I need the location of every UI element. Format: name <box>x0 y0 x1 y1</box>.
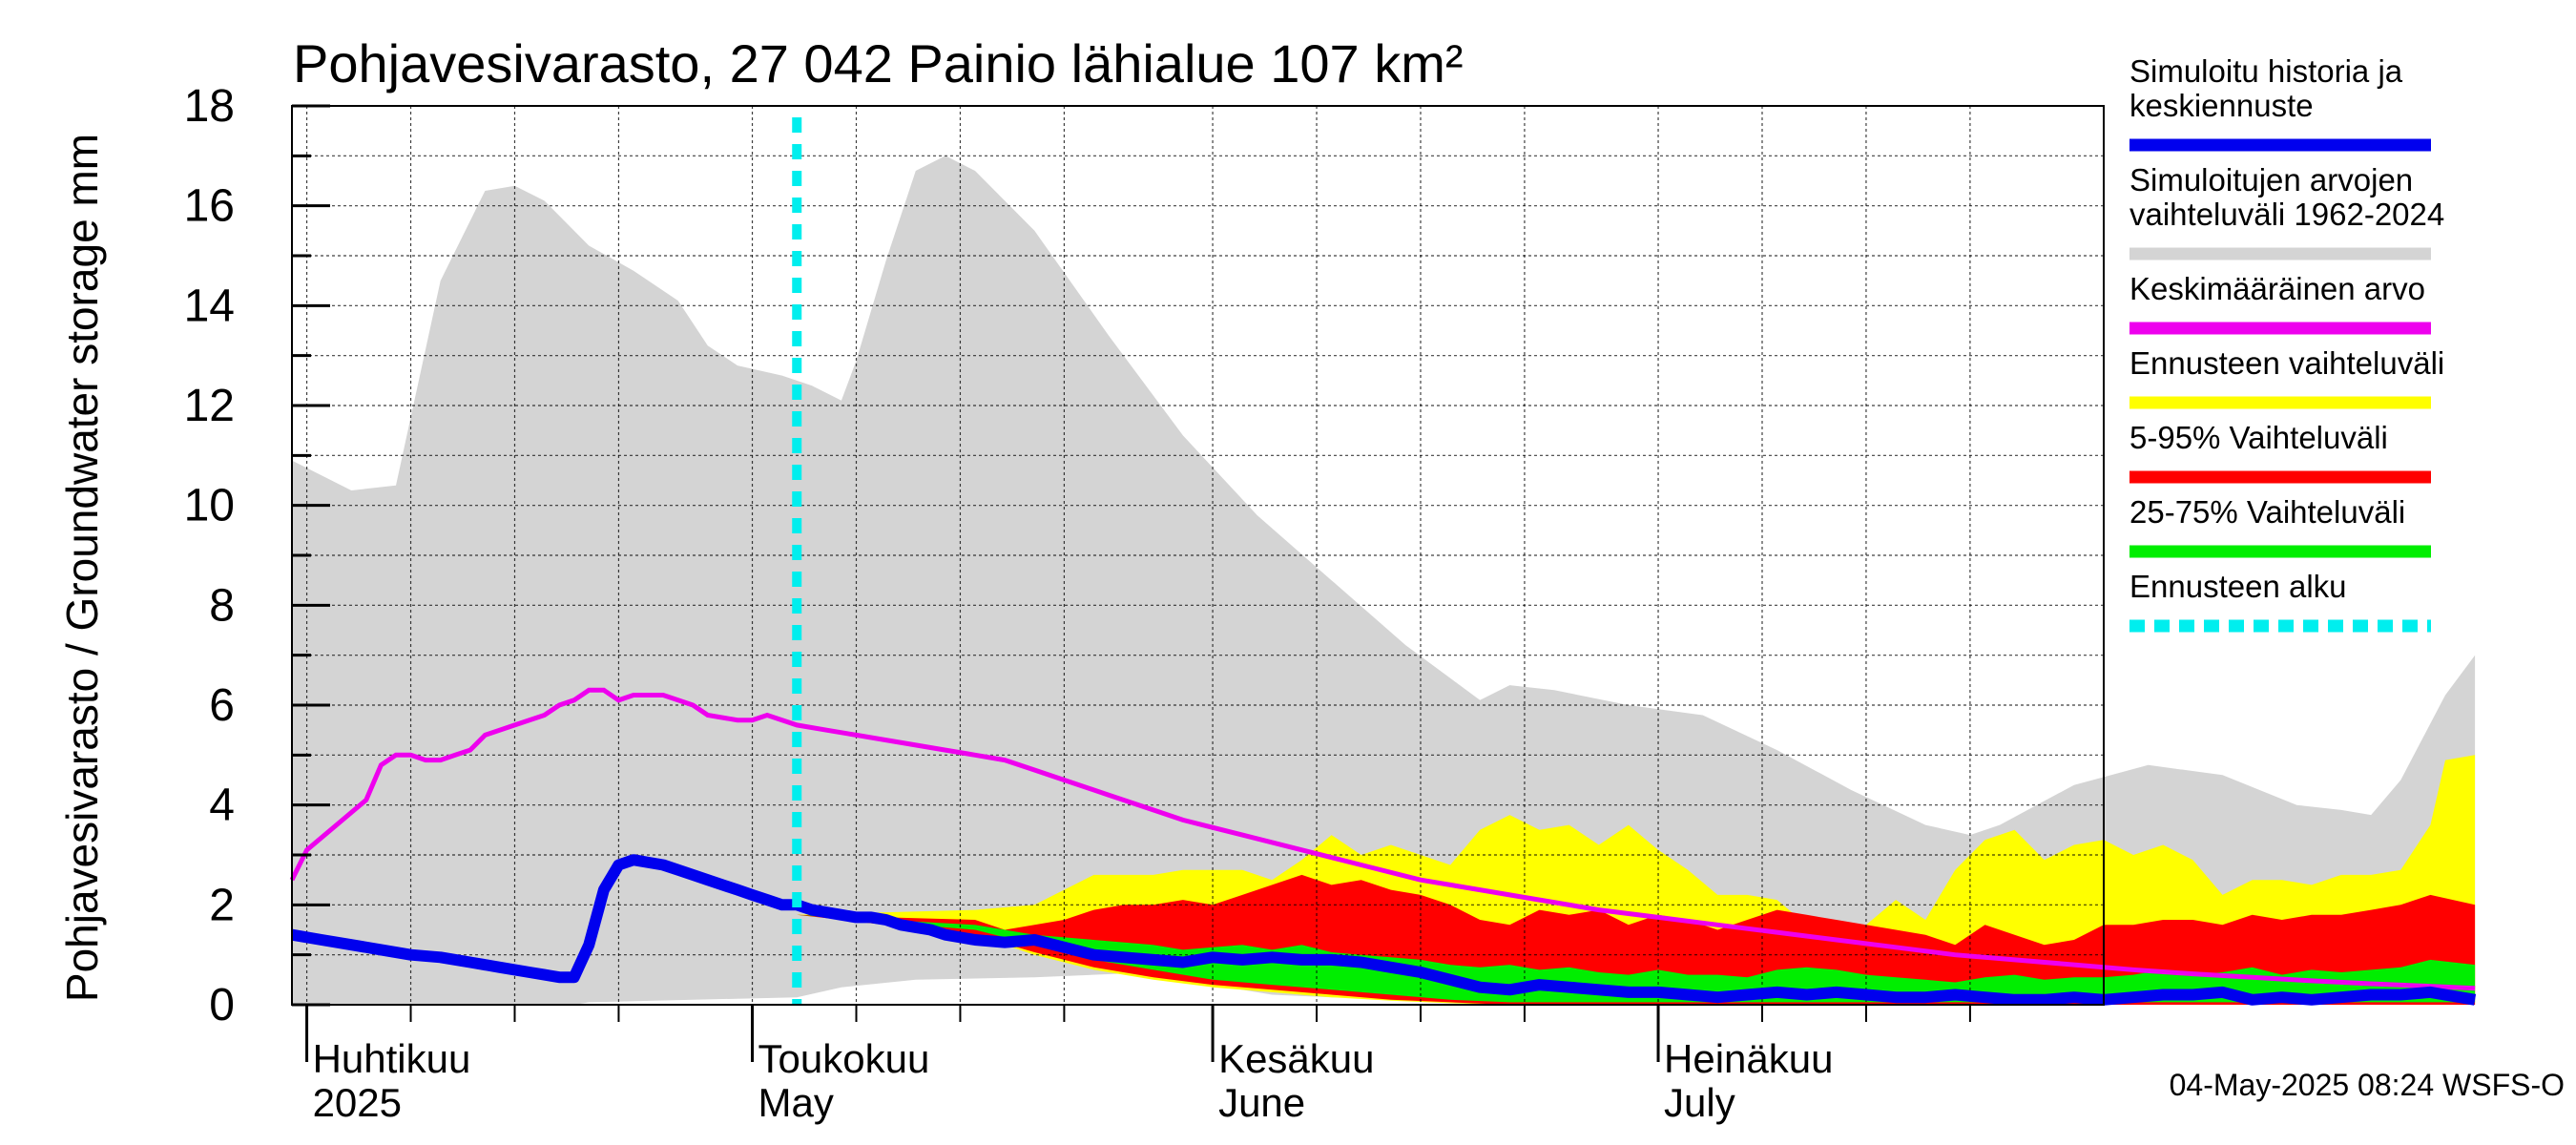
month-label-fi: Heinäkuu <box>1664 1036 1833 1081</box>
footer-timestamp: 04-May-2025 08:24 WSFS-O <box>2170 1068 2565 1102</box>
month-label-en: May <box>758 1080 834 1125</box>
y-axis-label: Pohjavesivarasto / Groundwater storage m… <box>57 134 107 1002</box>
month-label-en: July <box>1664 1080 1735 1125</box>
y-tick-label: 10 <box>184 481 235 531</box>
historical-range-band <box>292 156 2476 1006</box>
legend-label-forecast_range: Ennusteen vaihteluväli <box>2129 345 2444 381</box>
p25-75-band <box>797 914 2476 1003</box>
month-label-fi: Huhtikuu <box>313 1036 471 1081</box>
legend-label-history: Simuloitu historia ja <box>2129 53 2403 89</box>
y-tick-label: 12 <box>184 381 235 431</box>
y-tick-label: 8 <box>209 580 235 631</box>
legend-label-forecast_start: Ennusteen alku <box>2129 569 2347 604</box>
y-tick-label: 2 <box>209 880 235 930</box>
legend-label-p25_75: 25-75% Vaihteluväli <box>2129 494 2405 530</box>
legend-label-history: keskiennuste <box>2129 88 2314 123</box>
month-label-fi: Kesäkuu <box>1218 1036 1374 1081</box>
month-label-en: 2025 <box>313 1080 402 1125</box>
legend-label-p5_95: 5-95% Vaihteluväli <box>2129 420 2388 455</box>
y-tick-label: 18 <box>184 81 235 132</box>
y-tick-label: 14 <box>184 281 235 331</box>
y-axis-ticks: 0 2 4 6 8 10 12 14 16 18 <box>184 81 330 1030</box>
legend-label-mean: Keskimääräinen arvo <box>2129 271 2425 306</box>
legend-label-range: vaihteluväli 1962-2024 <box>2129 197 2444 232</box>
y-tick-label: 4 <box>209 781 235 831</box>
chart-title: Pohjavesivarasto, 27 042 Painio lähialue… <box>293 33 1464 94</box>
mean-line <box>289 687 2476 991</box>
y-tick-label: 6 <box>209 680 235 731</box>
history-forecast-line <box>290 854 2477 1006</box>
month-label-fi: Toukokuu <box>758 1036 930 1081</box>
legend-label-range: Simuloitujen arvojen <box>2129 162 2413 198</box>
y-tick-label: 16 <box>184 181 235 232</box>
month-label-en: June <box>1218 1080 1305 1125</box>
plot-area <box>289 105 2477 1006</box>
y-tick-label: 0 <box>209 980 235 1030</box>
